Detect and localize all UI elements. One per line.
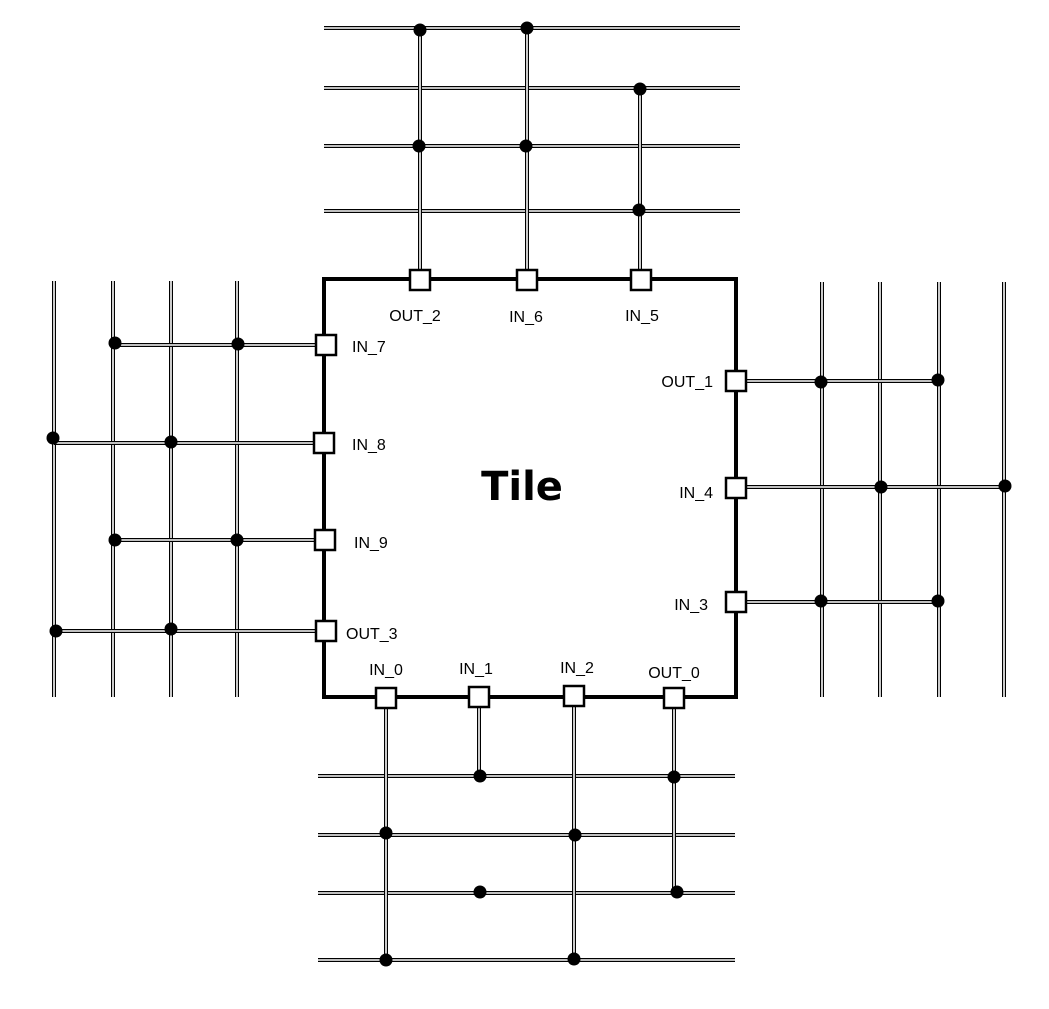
junction-dot [379, 953, 393, 967]
junction-dot [931, 373, 945, 387]
junction-dot [230, 533, 244, 547]
junction-dot [670, 885, 684, 899]
pin-in-6 [515, 268, 539, 292]
pin-label-in-3: IN_3 [674, 597, 708, 614]
tile-title: Tile [481, 464, 563, 510]
junction-dot [632, 203, 646, 217]
pin-label-in-5: IN_5 [625, 308, 659, 325]
junction-dot [108, 533, 122, 547]
pin-label-in-2: IN_2 [560, 660, 594, 677]
junction-dot [814, 594, 828, 608]
junction-dot [520, 21, 534, 35]
junction-dot [568, 828, 582, 842]
pin-label-in-1: IN_1 [459, 661, 493, 678]
pin-in-7 [314, 333, 338, 357]
pin-in-1 [467, 685, 491, 709]
junction-dot [567, 952, 581, 966]
pin-label-in-6: IN_6 [509, 309, 543, 326]
pin-in-4 [724, 476, 748, 500]
junction-dot [667, 770, 681, 784]
pin-in-3 [724, 590, 748, 614]
junction-dot [379, 826, 393, 840]
junction-dot [519, 139, 533, 153]
pin-label-out-0: OUT_0 [648, 665, 700, 682]
junction-dot [814, 375, 828, 389]
pin-in-2 [562, 684, 586, 708]
pin-out-2 [408, 268, 432, 292]
pin-in-5 [629, 268, 653, 292]
junction-dot [473, 885, 487, 899]
junction-dot [931, 594, 945, 608]
pin-label-in-8: IN_8 [352, 437, 386, 454]
junction-dot [412, 139, 426, 153]
pin-label-in-9: IN_9 [354, 535, 388, 552]
junction-dot [231, 337, 245, 351]
pin-label-in-7: IN_7 [352, 339, 386, 356]
pin-label-out-2: OUT_2 [389, 308, 441, 325]
junction-dot [633, 82, 647, 96]
pin-out-0 [662, 686, 686, 710]
pin-connection-wires [54, 28, 1004, 960]
pin-in-8 [312, 431, 336, 455]
junction-dot [164, 435, 178, 449]
pin-label-out-1: OUT_1 [661, 374, 713, 391]
junction-dot [164, 622, 178, 636]
junction-dot [998, 479, 1012, 493]
pins [312, 268, 748, 710]
junction-dot [473, 769, 487, 783]
pin-in-0 [374, 686, 398, 710]
junction-dot [874, 480, 888, 494]
junction-dots [46, 21, 1012, 967]
junction-dot [46, 431, 60, 445]
pin-label-out-3: OUT_3 [346, 626, 398, 643]
junction-dot [49, 624, 63, 638]
pin-label-in-4: IN_4 [679, 485, 713, 502]
pin-label-in-0: IN_0 [369, 662, 403, 679]
pin-out-1 [724, 369, 748, 393]
junction-dot [108, 336, 122, 350]
pin-in-9 [313, 528, 337, 552]
junction-dot [413, 23, 427, 37]
pin-out-3 [314, 619, 338, 643]
